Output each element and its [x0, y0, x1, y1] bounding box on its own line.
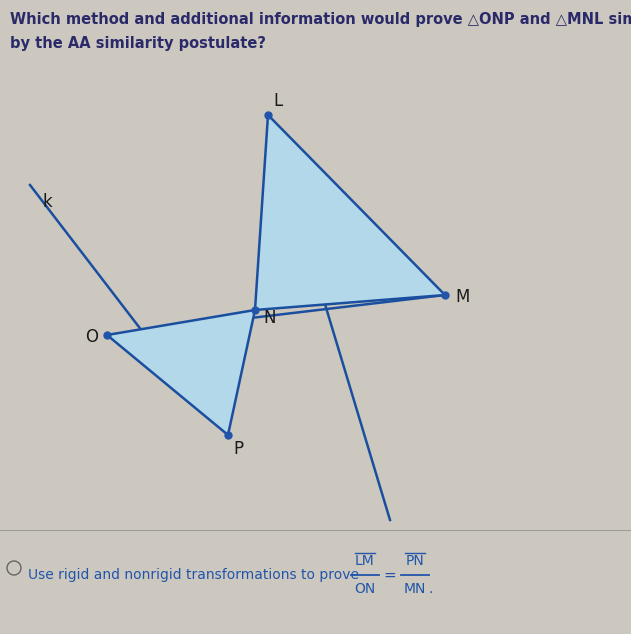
- Polygon shape: [255, 115, 445, 310]
- Text: MN: MN: [404, 582, 426, 596]
- Text: k: k: [42, 193, 52, 211]
- Text: by the AA similarity postulate?: by the AA similarity postulate?: [10, 36, 266, 51]
- Text: ON: ON: [355, 582, 375, 596]
- Text: M: M: [455, 288, 469, 306]
- Text: O: O: [85, 328, 98, 346]
- Text: PN: PN: [406, 554, 425, 568]
- Polygon shape: [107, 310, 255, 435]
- Text: =: =: [384, 567, 396, 583]
- Text: LM: LM: [355, 554, 375, 568]
- Text: .: .: [429, 582, 433, 596]
- Text: L: L: [273, 92, 282, 110]
- Text: Which method and additional information would prove △ONP and △MNL simila: Which method and additional information …: [10, 12, 631, 27]
- Text: P: P: [233, 440, 243, 458]
- Text: N: N: [263, 309, 276, 327]
- Text: Use rigid and nonrigid transformations to prove: Use rigid and nonrigid transformations t…: [28, 568, 363, 582]
